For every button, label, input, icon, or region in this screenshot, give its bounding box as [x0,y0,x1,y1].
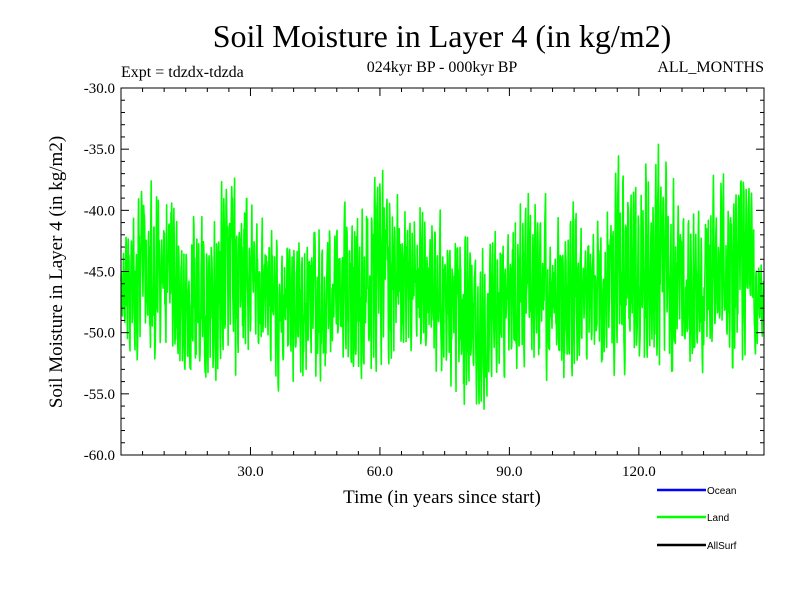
y-tick-label: -55.0 [84,387,115,403]
legend: Ocean Land AllSurf [657,486,737,552]
x-tick-label: 90.0 [496,464,522,480]
x-tick-label: 120.0 [622,464,656,480]
months-label: ALL_MONTHS [657,59,764,76]
x-tick-label: 60.0 [367,464,393,480]
plot-area: -30.0 -35.0 -40.0 -45.0 -50.0 -55.0 -60.0 30.0 6… [84,81,765,480]
y-tick-label: -30.0 [84,81,115,97]
legend-label-land: Land [707,513,729,524]
y-tick-label: -45.0 [84,265,115,281]
y-tick-label: -35.0 [84,142,115,158]
experiment-label: Expt = tdzdx-tdzda [121,64,244,81]
x-tick-label: 30.0 [237,464,263,480]
y-tick-label: -60.0 [84,448,115,464]
x-axis-label: Time (in years since start) [343,487,541,508]
y-tick-label: -40.0 [84,203,115,219]
legend-label-allsurf: AllSurf [707,541,737,552]
period-label: 024kyr BP - 000kyr BP [367,59,518,76]
y-axis-label: Soil Moisture in Layer 4 (in kg/m2) [46,136,67,408]
y-tick-label: -50.0 [84,326,115,342]
legend-label-ocean: Ocean [707,486,736,497]
chart-title: Soil Moisture in Layer 4 (in kg/m2) [213,18,672,54]
series-line-land [120,143,765,410]
